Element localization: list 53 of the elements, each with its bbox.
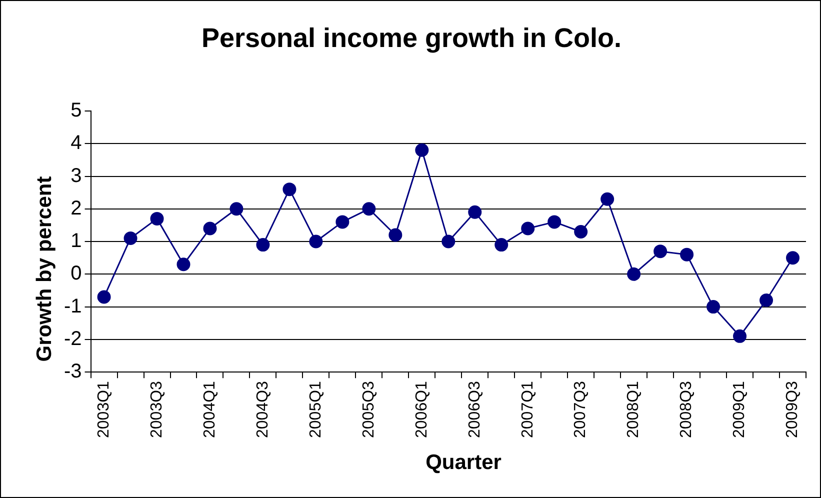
x-tick-label: 2008Q3 xyxy=(678,380,696,438)
x-tick-label: 2008Q1 xyxy=(625,380,642,438)
x-tick-label: 2005Q3 xyxy=(360,380,378,438)
point xyxy=(176,258,190,272)
point xyxy=(282,182,296,196)
x-axis-title: Quarter xyxy=(424,451,502,475)
y-tick-label: 5 xyxy=(70,100,82,122)
point xyxy=(150,212,164,226)
chart-title: Personal income growth in Colo. xyxy=(200,23,623,54)
y-axis-title: Growth by percent xyxy=(33,176,57,362)
x-tick-label: 2006Q1 xyxy=(413,380,430,438)
point xyxy=(388,228,402,242)
point xyxy=(230,202,244,216)
x-tick-label: 2009Q1 xyxy=(731,380,748,438)
y-tick-label: 4 xyxy=(70,132,82,154)
point xyxy=(468,205,482,219)
point xyxy=(362,202,376,216)
point xyxy=(600,192,614,206)
x-tick-label: 2007Q3 xyxy=(572,380,590,438)
point xyxy=(415,143,429,157)
point xyxy=(733,329,747,343)
point xyxy=(786,251,800,265)
point xyxy=(680,248,694,262)
point xyxy=(124,232,138,246)
x-tick-label: 2003Q1 xyxy=(95,380,112,438)
x-tick-label: 2006Q3 xyxy=(466,380,484,438)
y-tick-label: -1 xyxy=(64,295,82,318)
y-tick-label: 3 xyxy=(70,164,82,187)
y-tick-label: -2 xyxy=(64,328,82,350)
x-tick-label: 2005Q1 xyxy=(307,380,324,438)
point xyxy=(309,234,323,248)
point xyxy=(654,244,668,258)
x-tick-label: 2003Q3 xyxy=(148,380,166,438)
x-tick-label: 2009Q3 xyxy=(784,380,802,438)
point xyxy=(256,238,270,252)
point xyxy=(442,234,456,248)
point xyxy=(203,222,217,236)
point xyxy=(494,238,508,252)
y-tick-label: -3 xyxy=(64,360,82,383)
point xyxy=(336,215,350,229)
x-tick-label: 2004Q1 xyxy=(201,380,218,438)
x-tick-label: 2004Q3 xyxy=(254,380,272,438)
point xyxy=(574,224,588,238)
point xyxy=(548,215,562,229)
y-tick-label: 1 xyxy=(70,230,82,252)
y-tick-label: 2 xyxy=(70,197,82,220)
point xyxy=(627,267,641,281)
point xyxy=(760,294,774,308)
point xyxy=(706,300,720,314)
x-tick-label: 2007Q1 xyxy=(519,380,536,438)
point xyxy=(97,290,111,304)
point xyxy=(521,222,535,236)
y-tick-label: 0 xyxy=(70,262,82,285)
